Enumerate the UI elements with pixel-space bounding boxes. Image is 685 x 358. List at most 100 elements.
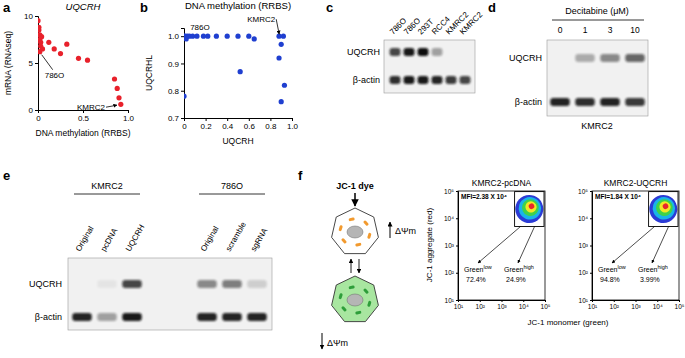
dose-label: 1 (583, 25, 588, 35)
tick-label: 10¹ (445, 297, 455, 304)
tick: 10⁵ (541, 300, 551, 310)
mitochondrion (363, 220, 369, 226)
population-name: Green (638, 266, 658, 273)
tick-mark (35, 110, 38, 111)
y-axis-title: UQCRHL (144, 55, 154, 91)
band (97, 280, 117, 288)
y-axis: 0.70.80.91.0 (168, 29, 185, 124)
tick: 5 (29, 59, 38, 68)
population-percent: 3.99% (640, 276, 660, 283)
panel-label: e (3, 168, 10, 183)
band (600, 98, 620, 106)
tick: 0 (36, 110, 41, 123)
tick-label: 10¹ (588, 303, 598, 310)
mfi-label: MFI=1.84 X 10⁴ (595, 193, 641, 200)
tick-label: 0.9 (168, 60, 180, 69)
axis-line (35, 17, 39, 111)
point (238, 69, 243, 74)
population-label: Greenlow (464, 264, 492, 273)
tick: 0.9 (168, 60, 184, 69)
points (38, 18, 123, 107)
tick-label: 0.4 (222, 122, 234, 131)
population-sup: low (617, 264, 625, 270)
tick-mark (181, 91, 184, 92)
tick-label: 10⁵ (675, 303, 685, 310)
tick-mark (270, 118, 271, 121)
band (446, 76, 457, 84)
group-label: 786O (221, 181, 243, 191)
tick: 0.2 (201, 118, 213, 131)
tick-label: 10⁵ (444, 188, 454, 195)
row-label: UQCRH (509, 53, 542, 63)
mitochondrion (341, 306, 347, 312)
dye-label: JC-1 dye (336, 181, 374, 191)
tick: 10⁵ (675, 300, 685, 310)
tick-mark (249, 118, 250, 121)
tick-mark (35, 16, 38, 17)
band (247, 280, 267, 288)
tick-label: 10⁴ (653, 303, 663, 310)
tick: 10⁴ (519, 300, 529, 310)
density-level (515, 193, 545, 223)
row-label: UQCRH (29, 279, 62, 289)
point (276, 55, 281, 60)
panel-label: d (488, 0, 496, 15)
density-level (528, 202, 535, 209)
density (511, 191, 545, 228)
jc1-diagram: JC-1 dyeΔΨmΔΨm (322, 181, 416, 349)
band (550, 98, 570, 106)
population-arrow (518, 226, 535, 263)
band (575, 54, 595, 62)
band (197, 280, 217, 288)
band (404, 48, 415, 56)
band (97, 313, 117, 321)
tick-label: 10³ (497, 303, 507, 310)
tick-mark (456, 218, 458, 219)
tick-label: 10¹ (579, 297, 589, 304)
mitochondrion (338, 225, 343, 232)
population-percent: 94.8% (600, 276, 620, 283)
axis-line (456, 192, 459, 301)
point (38, 49, 42, 54)
tick: 10¹ (454, 300, 464, 310)
scatter-panel: 00.20.40.60.81.00.70.80.91.0DNA methylat… (144, 0, 299, 146)
tick-mark (227, 118, 228, 121)
tick: 10⁵ (444, 188, 458, 195)
potential-label: ΔΨm (327, 338, 348, 348)
point (282, 83, 287, 88)
western-blot: UQCRHβ-actinDecitabine (μM)01310KMRC2 (509, 6, 648, 131)
tick-label: 10⁵ (541, 303, 551, 310)
band (390, 76, 401, 84)
group-label: KMRC2 (91, 181, 123, 191)
point (46, 40, 51, 45)
row-label: β-actin (515, 97, 542, 107)
band (418, 48, 429, 56)
point (235, 34, 240, 39)
title: DNA methylation (RRBS) (185, 0, 291, 11)
population-arrow (612, 226, 655, 263)
mitochondrion (341, 238, 347, 244)
annotation: KMRC2 (77, 103, 106, 112)
tick-label: 0.6 (244, 122, 256, 131)
density-level (653, 196, 675, 218)
equilibrium-arrow (359, 259, 360, 273)
tick-label: 10⁴ (519, 303, 529, 310)
tick-mark (590, 218, 592, 219)
point (118, 102, 123, 107)
tick: 10² (445, 269, 458, 276)
lane-label: UQCRH (124, 223, 147, 253)
tick-label: 0.7 (168, 114, 180, 123)
plot-frame (458, 191, 545, 300)
tick-mark (35, 63, 38, 64)
annotation-arrow (276, 19, 279, 34)
band (600, 54, 620, 62)
dose-label: 0 (558, 25, 563, 35)
density (645, 191, 679, 228)
population-arrow (478, 226, 521, 263)
tick: 0 (182, 118, 187, 131)
population-label: Greenhigh (504, 264, 534, 273)
mitochondrion (348, 217, 355, 221)
lane-label: sgRNA (249, 226, 270, 253)
tick: 10⁴ (578, 215, 592, 222)
axis-line (185, 119, 293, 122)
